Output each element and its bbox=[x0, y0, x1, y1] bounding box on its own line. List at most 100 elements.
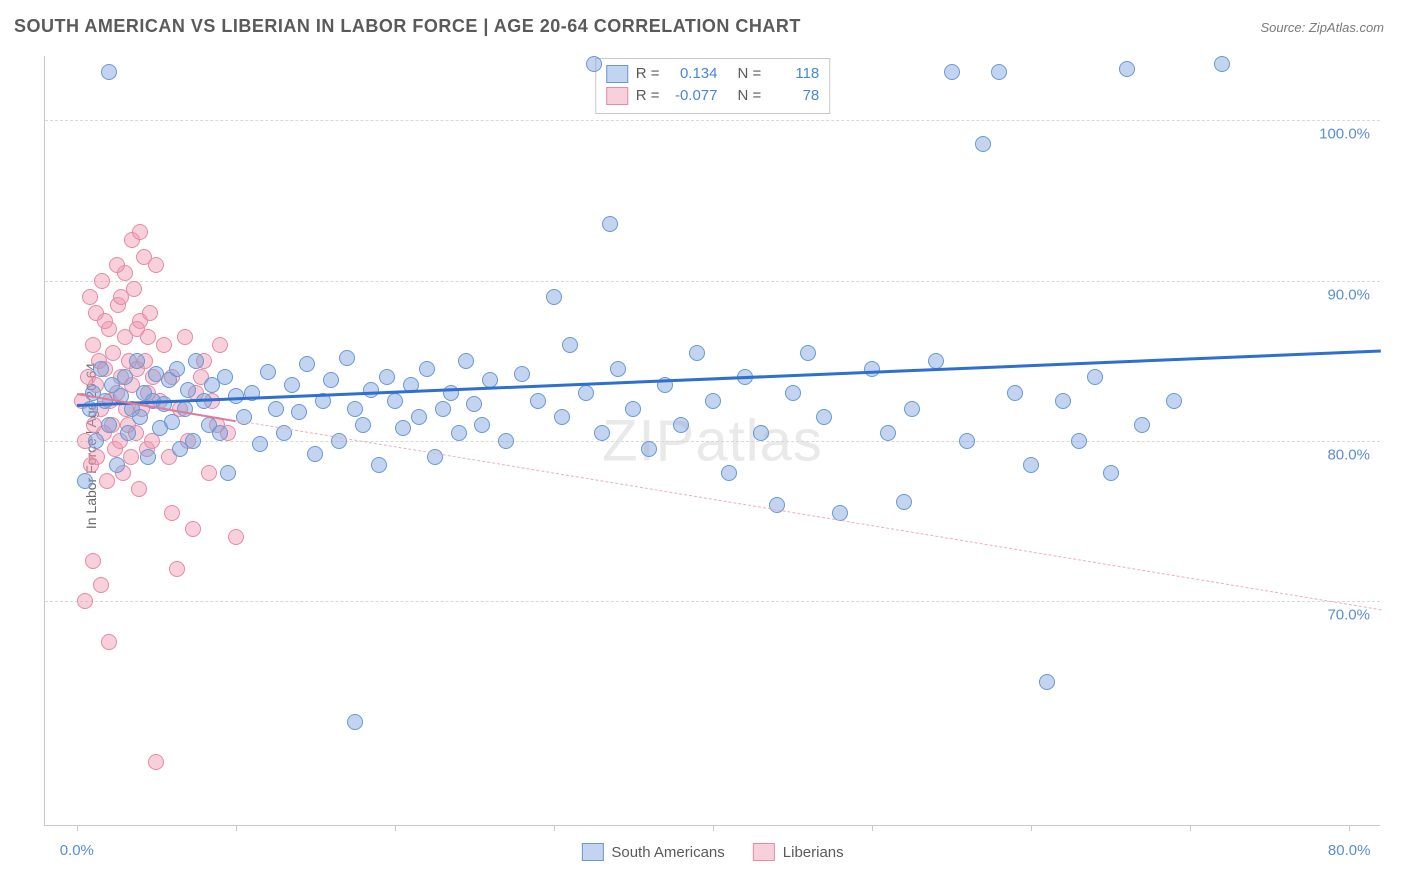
scatter-point-south-american bbox=[753, 425, 769, 441]
scatter-point-south-american bbox=[975, 136, 991, 152]
scatter-point-south-american bbox=[323, 372, 339, 388]
x-tick-label: 0.0% bbox=[60, 842, 94, 859]
scatter-point-south-american bbox=[299, 356, 315, 372]
scatter-point-south-american bbox=[1166, 393, 1182, 409]
y-tick-label: 70.0% bbox=[1327, 607, 1370, 624]
scatter-point-south-american bbox=[864, 361, 880, 377]
gridline-h bbox=[45, 441, 1380, 442]
scatter-point-liberian bbox=[89, 449, 105, 465]
scatter-point-south-american bbox=[785, 385, 801, 401]
x-tick bbox=[1190, 825, 1191, 831]
scatter-point-liberian bbox=[140, 329, 156, 345]
scatter-point-south-american bbox=[307, 446, 323, 462]
scatter-point-south-american bbox=[101, 64, 117, 80]
n-label: N = bbox=[738, 85, 762, 107]
scatter-point-liberian bbox=[177, 329, 193, 345]
scatter-point-liberian bbox=[169, 561, 185, 577]
scatter-point-south-american bbox=[347, 714, 363, 730]
y-tick-label: 100.0% bbox=[1319, 126, 1370, 143]
scatter-point-south-american bbox=[387, 393, 403, 409]
scatter-point-south-american bbox=[705, 393, 721, 409]
scatter-point-south-american bbox=[291, 404, 307, 420]
scatter-point-liberian bbox=[77, 593, 93, 609]
scatter-point-south-american bbox=[371, 457, 387, 473]
legend-item-liberians: Liberians bbox=[753, 843, 844, 861]
scatter-point-south-american bbox=[169, 361, 185, 377]
scatter-point-south-american bbox=[355, 417, 371, 433]
scatter-point-south-american bbox=[77, 473, 93, 489]
scatter-point-south-american bbox=[140, 449, 156, 465]
scatter-point-south-american bbox=[466, 396, 482, 412]
scatter-point-south-american bbox=[474, 417, 490, 433]
scatter-point-liberian bbox=[97, 313, 113, 329]
legend-label: South Americans bbox=[611, 844, 724, 861]
scatter-point-south-american bbox=[1119, 61, 1135, 77]
scatter-point-south-american bbox=[120, 425, 136, 441]
scatter-point-south-american bbox=[109, 457, 125, 473]
scatter-point-south-american bbox=[514, 366, 530, 382]
scatter-point-south-american bbox=[944, 64, 960, 80]
scatter-point-liberian bbox=[101, 634, 117, 650]
scatter-point-south-american bbox=[562, 337, 578, 353]
scatter-point-south-american bbox=[220, 465, 236, 481]
scatter-point-liberian bbox=[164, 505, 180, 521]
scatter-point-south-american bbox=[880, 425, 896, 441]
n-value: 118 bbox=[769, 63, 819, 85]
scatter-point-south-american bbox=[602, 216, 618, 232]
scatter-point-south-american bbox=[498, 433, 514, 449]
r-label: R = bbox=[636, 85, 660, 107]
x-tick bbox=[395, 825, 396, 831]
x-tick bbox=[1031, 825, 1032, 831]
scatter-point-south-american bbox=[959, 433, 975, 449]
correlation-legend: R =0.134N =118R =-0.077N =78 bbox=[595, 58, 831, 114]
x-tick bbox=[713, 825, 714, 831]
scatter-point-south-american bbox=[928, 353, 944, 369]
scatter-point-south-american bbox=[1134, 417, 1150, 433]
scatter-point-south-american bbox=[419, 361, 435, 377]
scatter-point-south-american bbox=[1103, 465, 1119, 481]
scatter-point-south-american bbox=[88, 433, 104, 449]
scatter-point-south-american bbox=[379, 369, 395, 385]
scatter-point-liberian bbox=[94, 273, 110, 289]
gridline-h bbox=[45, 281, 1380, 282]
scatter-point-south-american bbox=[339, 350, 355, 366]
scatter-point-south-american bbox=[363, 382, 379, 398]
x-tick bbox=[554, 825, 555, 831]
scatter-point-south-american bbox=[800, 345, 816, 361]
scatter-point-liberian bbox=[82, 289, 98, 305]
scatter-point-liberian bbox=[156, 337, 172, 353]
r-value: 0.134 bbox=[668, 63, 718, 85]
scatter-point-south-american bbox=[117, 369, 133, 385]
scatter-point-south-american bbox=[554, 409, 570, 425]
scatter-point-liberian bbox=[93, 577, 109, 593]
scatter-point-south-american bbox=[896, 494, 912, 510]
scatter-point-south-american bbox=[101, 417, 117, 433]
scatter-point-liberian bbox=[85, 553, 101, 569]
scatter-point-liberian bbox=[148, 257, 164, 273]
scatter-point-south-american bbox=[435, 401, 451, 417]
scatter-point-south-american bbox=[451, 425, 467, 441]
scatter-point-south-american bbox=[268, 401, 284, 417]
scatter-point-liberian bbox=[185, 521, 201, 537]
scatter-point-liberian bbox=[109, 257, 125, 273]
scatter-point-south-american bbox=[586, 56, 602, 72]
legend-swatch-icon bbox=[606, 65, 628, 83]
scatter-point-south-american bbox=[180, 382, 196, 398]
x-tick bbox=[1349, 825, 1350, 831]
scatter-point-south-american bbox=[594, 425, 610, 441]
scatter-point-south-american bbox=[1007, 385, 1023, 401]
scatter-point-liberian bbox=[201, 465, 217, 481]
scatter-point-south-american bbox=[904, 401, 920, 417]
scatter-point-south-american bbox=[395, 420, 411, 436]
scatter-point-south-american bbox=[1055, 393, 1071, 409]
scatter-point-south-american bbox=[217, 369, 233, 385]
scatter-point-liberian bbox=[212, 337, 228, 353]
scatter-point-south-american bbox=[188, 353, 204, 369]
chart-plot-area: ZIPatlas R =0.134N =118R =-0.077N =78 So… bbox=[44, 56, 1380, 826]
x-tick bbox=[872, 825, 873, 831]
scatter-point-south-american bbox=[673, 417, 689, 433]
scatter-point-south-american bbox=[228, 388, 244, 404]
scatter-point-south-american bbox=[411, 409, 427, 425]
scatter-point-south-american bbox=[530, 393, 546, 409]
scatter-point-liberian bbox=[148, 754, 164, 770]
